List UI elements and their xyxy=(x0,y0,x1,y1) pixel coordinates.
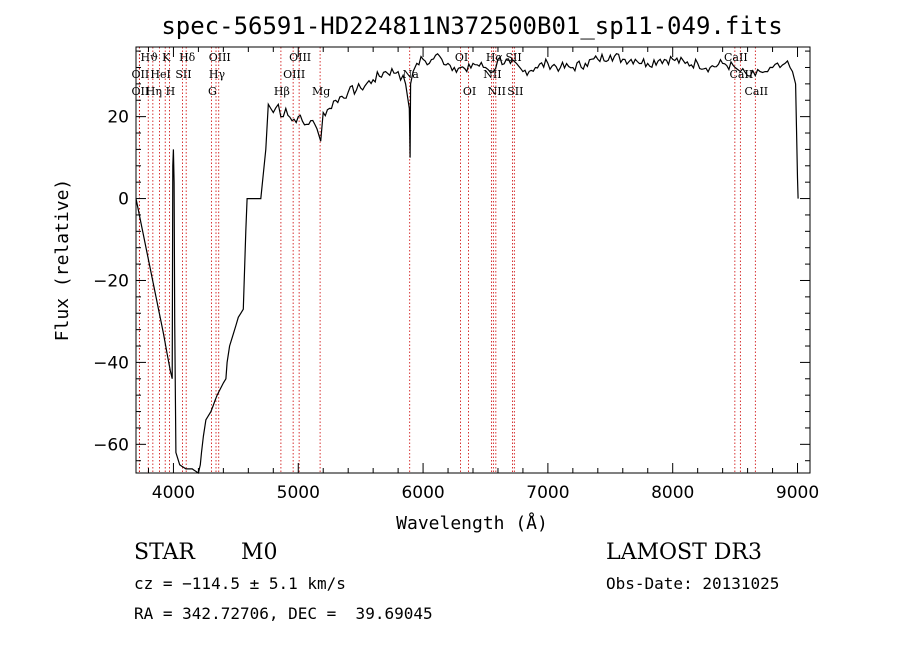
line-label: CaII xyxy=(730,68,754,81)
line-label: CaII xyxy=(744,85,768,98)
line-label: HeI xyxy=(150,68,170,81)
axis-ticks: 4000 5000 6000 7000 8000 9000 −60 −40 −20 0 20 xyxy=(93,47,819,503)
line-label: Mg xyxy=(312,85,330,98)
redshift-value: cz = −114.5 ± 5.1 km/s xyxy=(134,574,346,593)
line-label: OI xyxy=(455,51,468,64)
line-label: Hβ xyxy=(274,85,290,98)
x-axis-label: Wavelength (Å) xyxy=(396,512,548,534)
line-label: OIII xyxy=(283,68,305,81)
y-tick-label: 20 xyxy=(107,108,129,128)
obs-date: Obs-Date: 20131025 xyxy=(606,574,780,593)
survey-name: LAMOST DR3 xyxy=(606,540,762,565)
object-class: STAR xyxy=(134,540,195,565)
line-label: Hγ xyxy=(209,68,226,81)
y-tick-label: −40 xyxy=(93,353,129,373)
x-tick-label: 7000 xyxy=(526,483,569,503)
line-label: OIII xyxy=(209,51,231,64)
y-tick-label: −60 xyxy=(93,435,129,455)
line-label: Hη xyxy=(146,85,162,98)
line-label: NII xyxy=(488,85,506,98)
y-axis-label: Flux (relative) xyxy=(52,179,73,342)
line-label: Hα xyxy=(486,51,504,64)
line-label: H xyxy=(166,85,176,98)
y-tick-label: 0 xyxy=(118,190,129,210)
line-label: OII xyxy=(132,68,150,81)
x-tick-label: 5000 xyxy=(277,483,320,503)
line-label: Hϑ xyxy=(140,51,158,64)
object-subclass: M0 xyxy=(241,540,278,565)
line-label: OI xyxy=(463,85,476,98)
line-label: NII xyxy=(483,68,501,81)
line-label: SII xyxy=(505,51,521,64)
plot-frame xyxy=(135,46,811,474)
line-label: CaII xyxy=(724,51,748,64)
x-tick-label: 4000 xyxy=(152,483,195,503)
coordinates: RA = 342.72706, DEC = 39.69045 xyxy=(134,604,433,623)
x-tick-label: 9000 xyxy=(776,483,819,503)
x-tick-label: 6000 xyxy=(401,483,444,503)
line-markers xyxy=(138,47,756,473)
line-label: SII xyxy=(175,68,191,81)
line-label: Hδ xyxy=(179,51,196,64)
line-label: K xyxy=(162,51,171,64)
x-tick-label: 8000 xyxy=(651,483,694,503)
spectrum-line xyxy=(135,52,799,474)
line-label: G xyxy=(208,85,217,98)
y-tick-label: −20 xyxy=(93,271,129,291)
chart-title: spec-56591-HD224811N372500B01_sp11-049.f… xyxy=(161,12,782,40)
line-label: SII xyxy=(507,85,523,98)
line-label: OIII xyxy=(289,51,311,64)
line-label: Na xyxy=(403,68,420,81)
